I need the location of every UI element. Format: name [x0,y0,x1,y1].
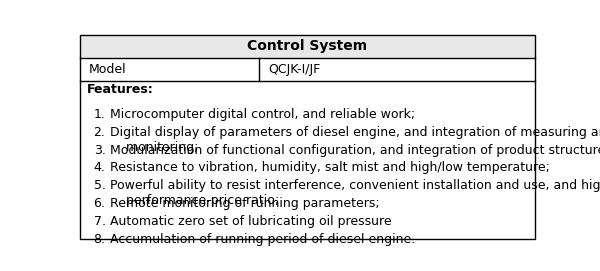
Text: Automatic zero set of lubricating oil pressure: Automatic zero set of lubricating oil pr… [110,215,392,228]
Text: 2.: 2. [94,125,106,138]
Text: Powerful ability to resist interference, convenient installation and use, and hi: Powerful ability to resist interference,… [110,179,600,207]
Text: Control System: Control System [247,39,368,53]
Text: Features:: Features: [86,83,154,96]
Text: Model: Model [89,63,127,76]
Text: Digital display of parameters of diesel engine, and integration of measuring and: Digital display of parameters of diesel … [110,125,600,154]
Text: Resistance to vibration, humidity, salt mist and high/low temperature;: Resistance to vibration, humidity, salt … [110,162,550,175]
Text: 1.: 1. [94,108,106,121]
Text: Accumulation of running period of diesel engine.: Accumulation of running period of diesel… [110,233,415,246]
Text: QCJK-I/JF: QCJK-I/JF [268,63,320,76]
Text: 7.: 7. [94,215,106,228]
Text: 4.: 4. [94,162,106,175]
Text: 3.: 3. [94,144,106,157]
Text: 6.: 6. [94,197,106,210]
Text: 8.: 8. [94,233,106,246]
FancyBboxPatch shape [80,35,535,57]
Text: Microcomputer digital control, and reliable work;: Microcomputer digital control, and relia… [110,108,415,121]
Text: Modularization of functional configuration, and integration of product structure: Modularization of functional configurati… [110,144,600,157]
Text: Remote monitoring of running parameters;: Remote monitoring of running parameters; [110,197,380,210]
Text: 5.: 5. [94,179,106,192]
